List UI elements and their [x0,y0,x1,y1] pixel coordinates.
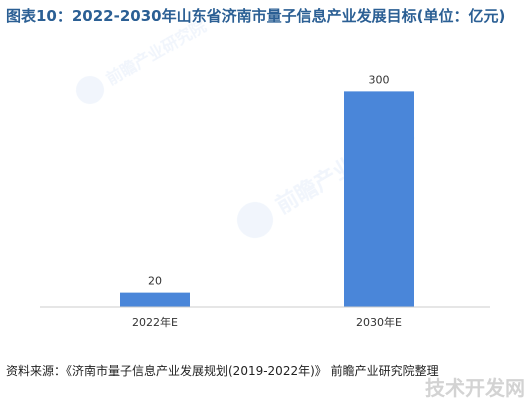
source-note: 资料来源：《济南市量子信息产业发展规划(2019-2022年)》 前瞻产业研究院… [6,364,439,378]
x-tick-label-2: 2030年E [356,315,402,329]
x-tick-label-1: 2022年E [132,315,178,329]
bars-group [120,91,414,307]
data-label-1: 20 [148,275,162,288]
watermark-logo-text: 前瞻产业研究院 [103,16,210,88]
watermark-logo-mark [76,76,104,104]
data-labels-group: 20 300 [148,73,390,287]
bar-1 [120,292,190,307]
data-label-2: 300 [369,73,390,86]
chart-title: 图表10：2022-2030年山东省济南市量子信息产业发展目标(单位：亿元) [6,7,506,25]
corner-watermark: 技术开发网 [425,376,525,400]
x-tick-labels-group: 2022年E 2030年E [132,315,402,329]
bar-2 [344,91,414,307]
watermark-logo-mark-center [237,202,273,238]
